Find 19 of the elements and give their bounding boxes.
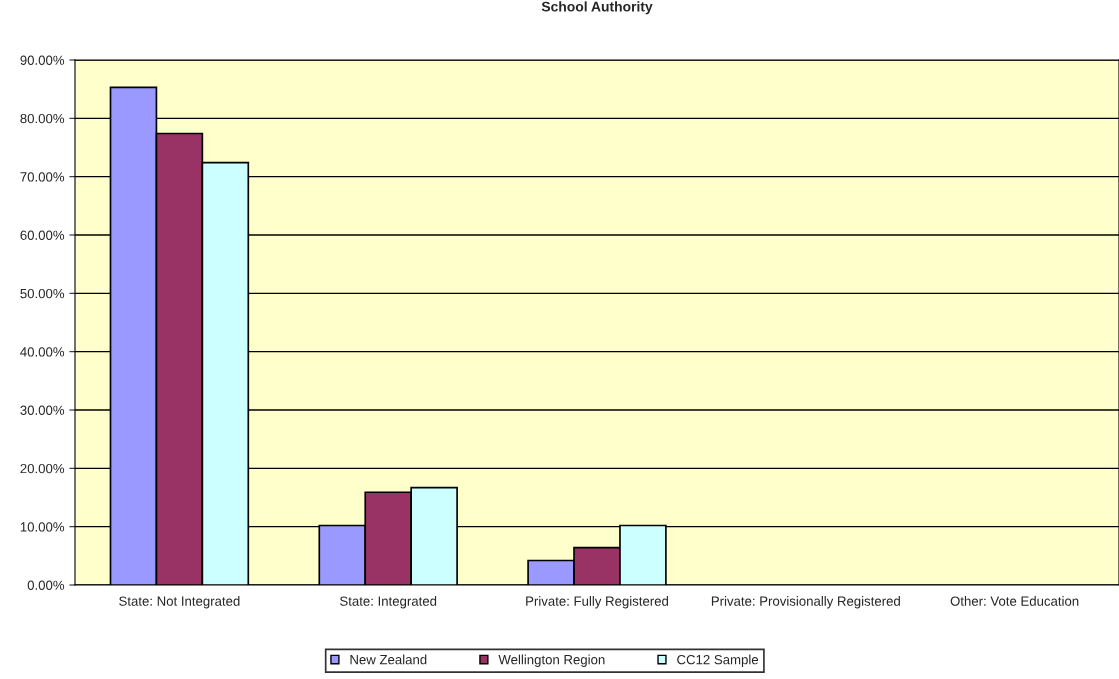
x-tick-label: Other: Vote Education (950, 596, 1079, 606)
y-tick-label: 30.00% (20, 405, 65, 415)
y-tick-label: 40.00% (20, 347, 65, 357)
y-tick-label: 10.00% (20, 522, 65, 532)
x-tick-label: State: Integrated (340, 596, 437, 609)
y-tick-label: 60.00% (20, 230, 65, 240)
y-tick-label: 70.00% (20, 172, 65, 182)
x-tick-label: Private: Fully Registered (526, 596, 669, 609)
x-tick-label: Private: Provisionally Registered (711, 596, 900, 609)
y-tick-label: 20.00% (20, 463, 65, 474)
y-tick-label: 50.00% (20, 288, 65, 299)
legend-label: New Zealand (350, 654, 427, 665)
y-tick-label: 0.00% (27, 580, 65, 590)
y-tick-label: 90.00% (20, 55, 65, 65)
chart-title: School Authority (541, 1, 653, 15)
legend-label: Wellington Region (498, 654, 605, 667)
legend-label: CC12 Sample (677, 654, 759, 667)
x-tick-label: State: Not Integrated (119, 596, 240, 609)
y-tick-label: 80.00% (20, 113, 65, 124)
